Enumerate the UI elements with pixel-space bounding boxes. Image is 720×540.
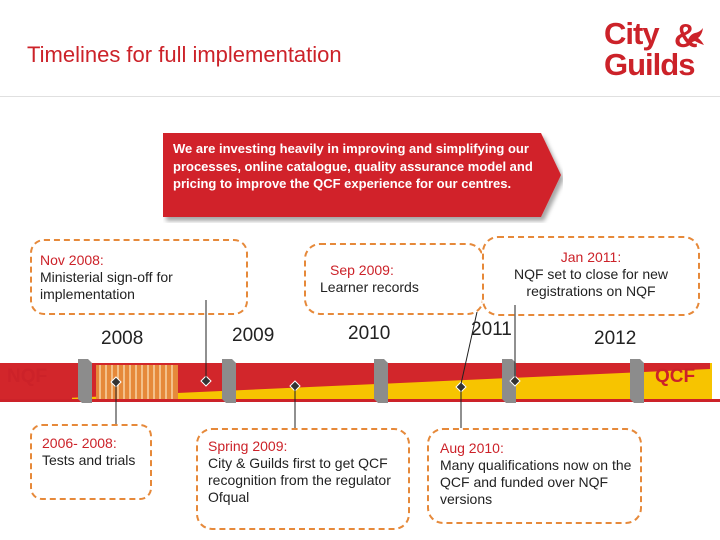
milestone-spring-2009: Spring 2009: City & Guilds first to get …: [196, 428, 410, 530]
logo-text-city: City: [604, 16, 660, 51]
milestone-2006-2008: 2006- 2008: Tests and trials: [30, 424, 152, 500]
year-2010: 2010: [348, 323, 391, 344]
nqf-label: NQF: [7, 366, 48, 387]
milestone-label: 2006- 2008:: [42, 435, 117, 451]
marker-diamond: [200, 375, 212, 387]
milestone-label: Sep 2009:: [330, 262, 394, 278]
banner-text: We are investing heavily in improving an…: [173, 141, 533, 191]
banner-arrow-shape: [163, 133, 561, 217]
milestone-text: Many qualifications now on the QCF and f…: [440, 457, 632, 507]
milestone-nov-2008: Nov 2008: Ministerial sign-off for imple…: [30, 239, 248, 315]
milestone-label: Spring 2009:: [208, 438, 288, 454]
year-2008: 2008: [101, 328, 144, 349]
milestone-jan-2011: Jan 2011: NQF set to close for new regis…: [482, 236, 700, 316]
city-guilds-logo: City & Guilds: [604, 16, 704, 82]
milestone-sep-2009: Sep 2009: Learner records: [304, 243, 484, 315]
milestone-label: Jan 2011:: [560, 249, 622, 265]
milestone-text: Tests and trials: [42, 452, 136, 468]
milestone-label: Aug 2010:: [440, 440, 504, 456]
lion-icon: [687, 28, 704, 45]
timeline-bottom-edge: [0, 399, 720, 402]
investment-banner: We are investing heavily in improving an…: [163, 133, 563, 223]
header-divider: [0, 96, 720, 97]
milestone-text: Learner records: [320, 279, 419, 295]
year-2012: 2012: [594, 328, 637, 349]
milestone-text: City & Guilds first to get QCF recogniti…: [208, 455, 391, 505]
milestone-aug-2010: Aug 2010: Many qualifications now on the…: [427, 428, 642, 524]
milestone-text: NQF set to close for new registrations o…: [513, 266, 669, 299]
nqf-band-start: [0, 363, 72, 401]
timeline-bar: [0, 359, 720, 403]
qcf-label: QCF: [655, 366, 696, 387]
logo-text-guilds: Guilds: [604, 47, 695, 82]
logo-ampersand: &: [674, 17, 698, 54]
marker-diamond: [509, 375, 521, 387]
trial-period-hatch: [96, 365, 178, 399]
milestone-text: Ministerial sign-off for implementation: [40, 269, 173, 302]
milestone-label: Nov 2008:: [40, 252, 104, 268]
year-posts: [78, 359, 644, 403]
page-title: Timelines for full implementation: [27, 42, 342, 67]
year-2011: 2011: [471, 319, 512, 340]
year-2009: 2009: [232, 325, 275, 346]
